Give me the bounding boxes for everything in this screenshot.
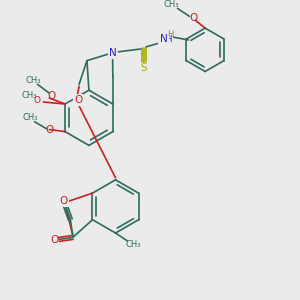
Text: O: O — [50, 236, 58, 245]
Text: O: O — [34, 95, 41, 104]
Text: O: O — [45, 124, 53, 135]
Text: NH: NH — [159, 35, 172, 44]
Text: CH₃: CH₃ — [164, 0, 179, 9]
Text: CH₃: CH₃ — [125, 240, 141, 249]
Text: H: H — [167, 29, 174, 38]
Text: CH₃: CH₃ — [26, 76, 41, 85]
Text: O: O — [60, 196, 68, 206]
Text: CH₃: CH₃ — [23, 113, 38, 122]
Text: S: S — [141, 62, 147, 73]
Text: O: O — [47, 91, 56, 101]
Text: N: N — [160, 34, 168, 44]
Text: N: N — [109, 48, 116, 58]
Text: CH₃: CH₃ — [22, 91, 37, 100]
Text: O: O — [189, 13, 197, 23]
Text: O: O — [74, 95, 82, 105]
